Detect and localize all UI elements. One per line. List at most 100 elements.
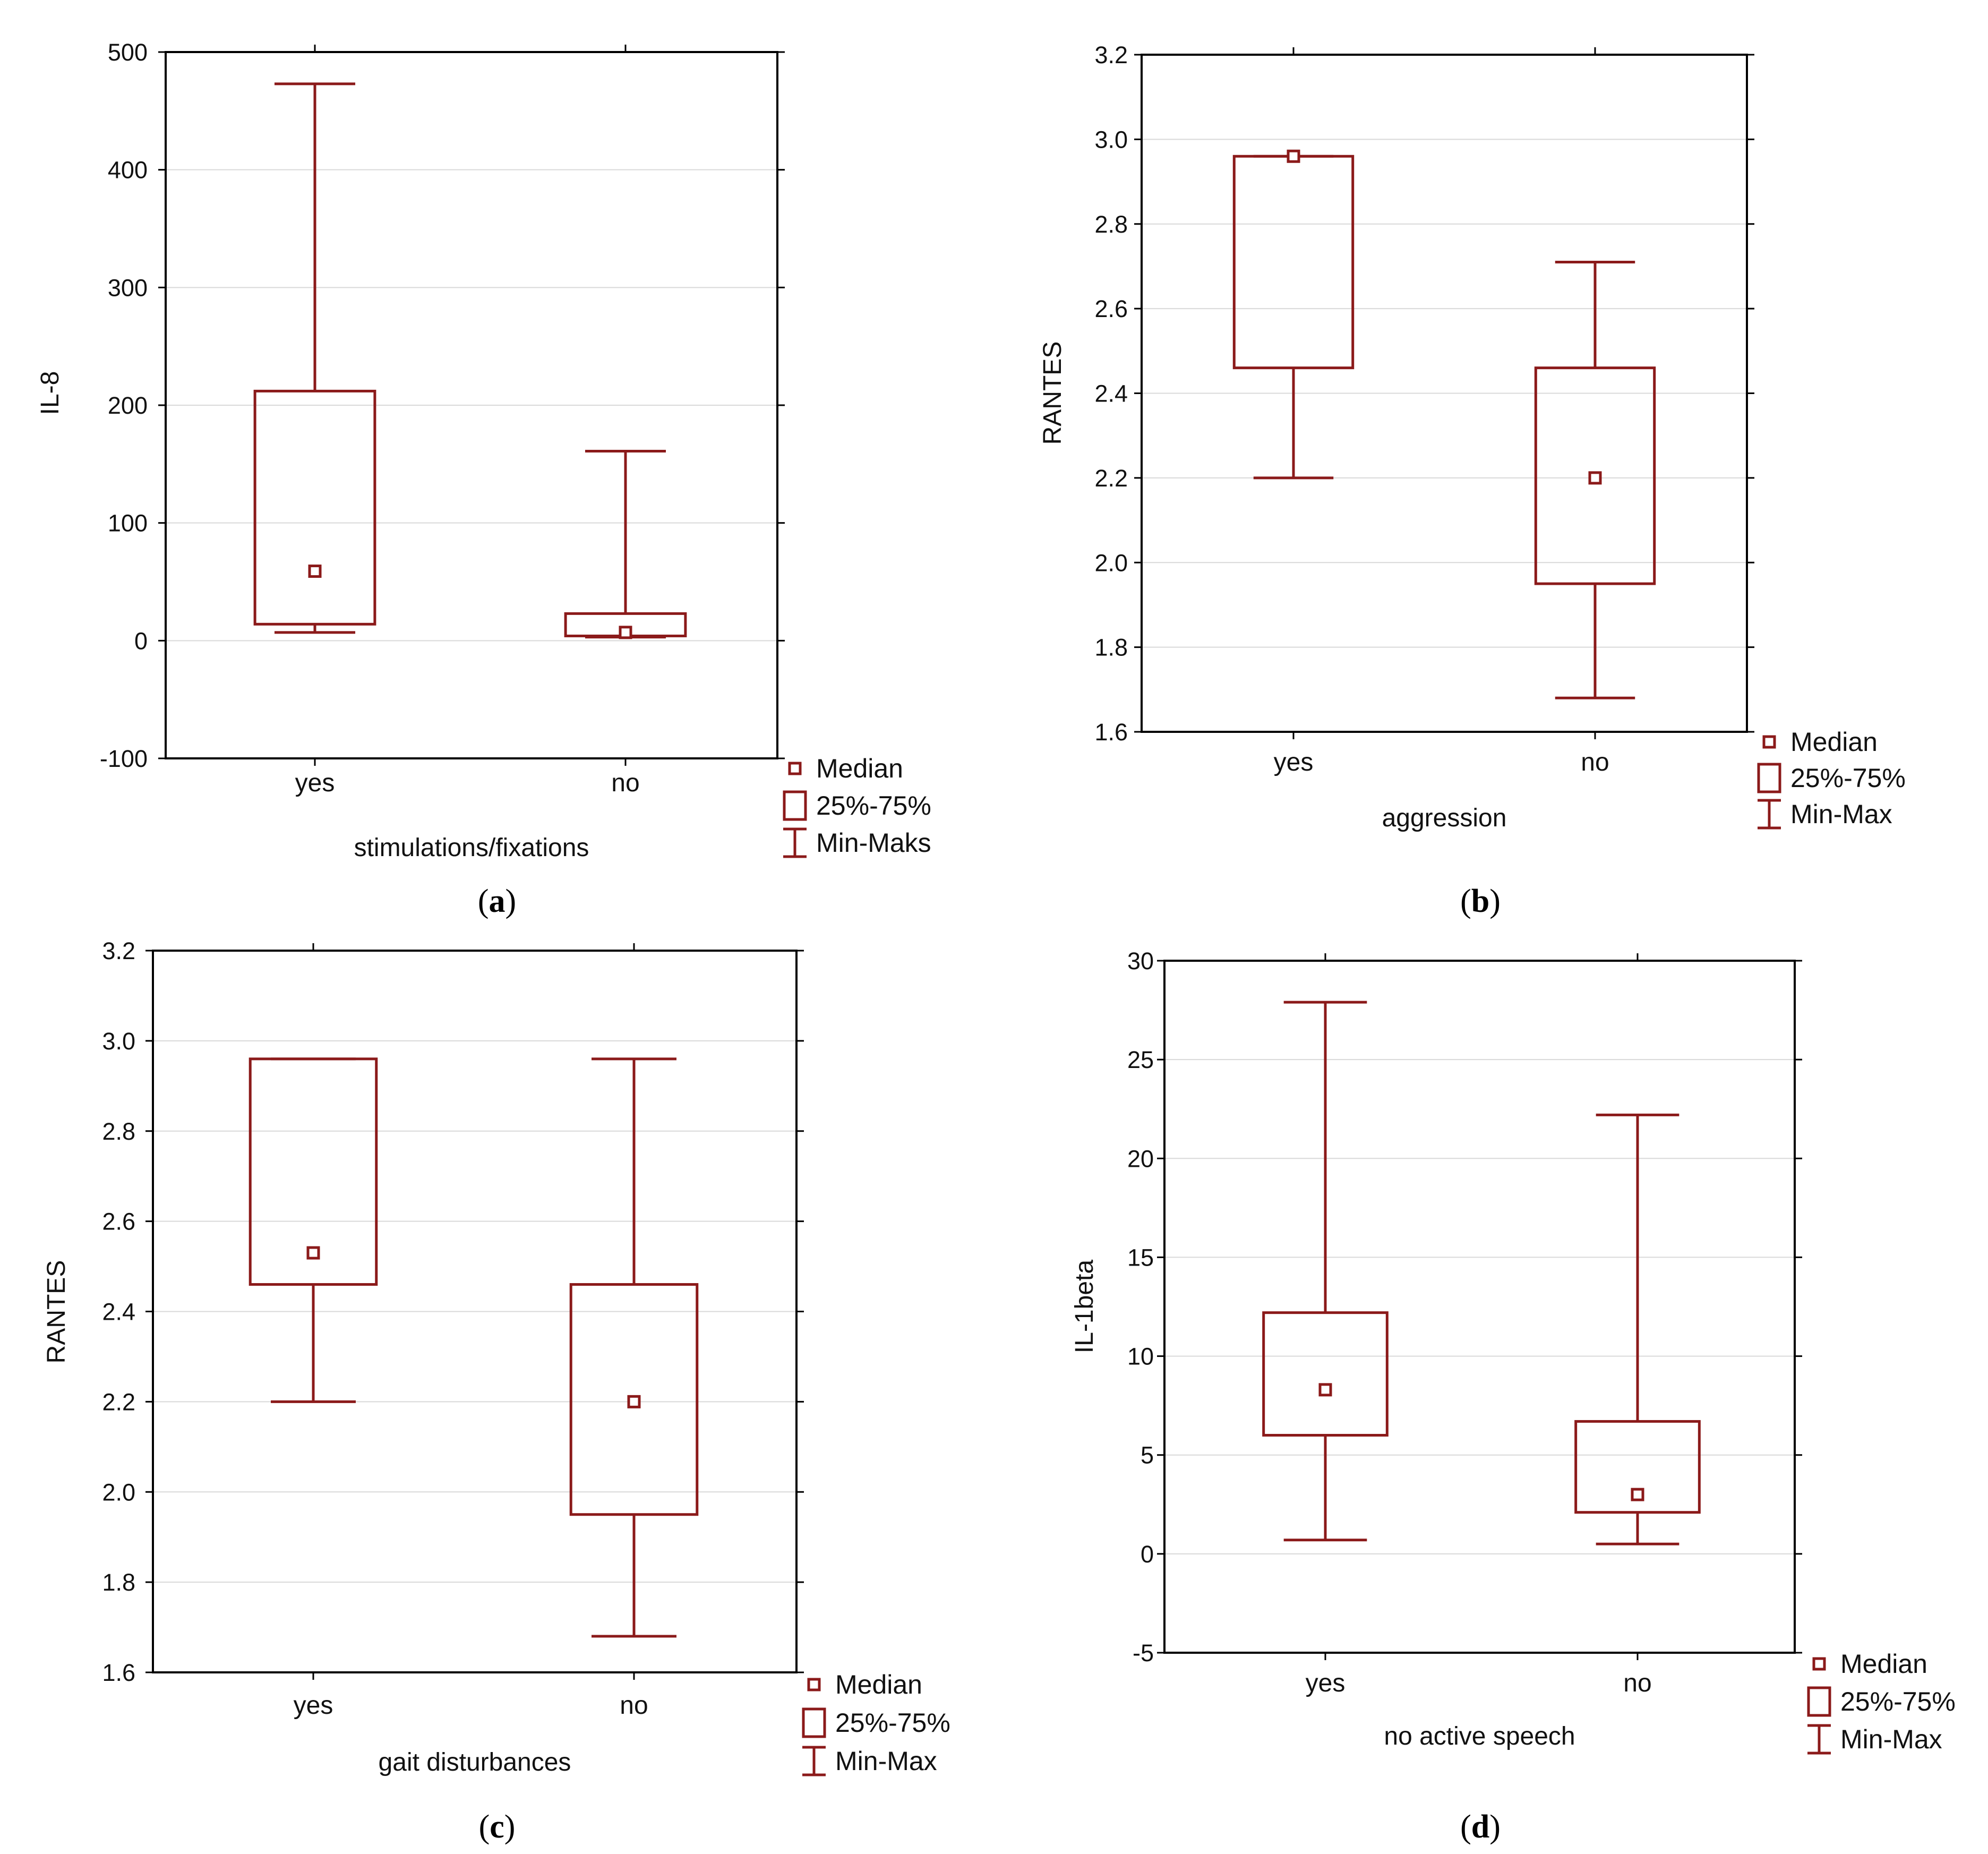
- y-tick-label: 3.0: [102, 1028, 135, 1055]
- y-tick-label: 3.2: [102, 937, 135, 964]
- legend-median-label: Median: [1840, 1649, 1927, 1679]
- plot-frame: [1163, 960, 1796, 1654]
- y-tick-label: 2.4: [1094, 380, 1128, 407]
- y-tick-label: 2.8: [102, 1118, 135, 1145]
- x-category-label: yes: [1306, 1669, 1346, 1697]
- panel-caption-letter: b: [1471, 883, 1489, 919]
- y-tick-label: 1.8: [1094, 634, 1128, 661]
- y-tick-label: 30: [1127, 947, 1154, 975]
- y-axis-label: IL-1beta: [1070, 1260, 1099, 1353]
- iqr-box: [1574, 1420, 1701, 1514]
- panel-b: 1.6 1.8 2.0 2.2 2.4 2.6 2.8 3.0 3.2 yes no RANTES ag…: [1039, 41, 1906, 919]
- y-tick-label: 25: [1127, 1046, 1154, 1073]
- legend-box-swatch: [783, 790, 807, 821]
- box-no: [1534, 260, 1656, 699]
- y-tick-label: 200: [108, 392, 148, 419]
- y-axis-label: RANTES: [42, 1260, 71, 1364]
- iqr-box: [1534, 366, 1656, 585]
- legend: Median 25%-75% Min-Max: [1757, 727, 1906, 830]
- legend-median-swatch: [1812, 1657, 1826, 1671]
- y-tick-label: 2.8: [1094, 211, 1128, 238]
- panel-caption: (d): [1460, 1809, 1501, 1845]
- legend-range-label: Min-Max: [835, 1746, 937, 1776]
- y-tick-label: 2.6: [1094, 295, 1128, 322]
- plot-frame: [1141, 54, 1748, 733]
- median-marker: [1631, 1488, 1644, 1501]
- y-tick-label: 2.2: [1094, 465, 1128, 492]
- x-category-label: no: [611, 769, 639, 797]
- iqr-box: [253, 389, 376, 626]
- x-axis-label: stimulations/fixations: [354, 834, 589, 862]
- y-tick-label: 100: [108, 510, 148, 537]
- legend: Median 25%-75% Min-Maks: [783, 754, 931, 858]
- box-no: [564, 449, 687, 639]
- iqr-box: [248, 1057, 378, 1286]
- median-marker: [308, 565, 322, 578]
- y-tick-label: 1.8: [102, 1569, 135, 1596]
- legend: Median 25%-75% Min-Max: [802, 1670, 950, 1776]
- y-tick-label: 500: [108, 39, 148, 66]
- panel-caption-letter: a: [489, 883, 505, 919]
- y-tick-label: 2.0: [1094, 549, 1128, 576]
- legend-median-label: Median: [1790, 727, 1878, 757]
- plot-frame: [165, 51, 778, 759]
- x-category-label: no: [1623, 1669, 1651, 1697]
- median-marker: [619, 626, 632, 639]
- median-marker: [1287, 149, 1300, 163]
- median-marker: [627, 1395, 641, 1408]
- y-tick-label: 15: [1127, 1244, 1154, 1271]
- y-tick-label: 3.2: [1094, 41, 1128, 69]
- legend-median-swatch: [807, 1678, 821, 1691]
- y-tick-label: -5: [1133, 1639, 1154, 1667]
- y-tick-label: 2.2: [102, 1388, 135, 1415]
- legend-box-label: 25%-75%: [1840, 1687, 1956, 1716]
- panel-d: -5 0 5 10 15 20 25 30 yes no IL-1beta no active spe…: [1070, 947, 1956, 1845]
- iqr-box: [569, 1283, 699, 1516]
- y-tick-label: 1.6: [102, 1659, 135, 1686]
- panel-a: -100 0 100 200 300 400 500 yes no IL-8 stimulation…: [36, 39, 931, 919]
- median-marker: [1588, 471, 1602, 485]
- panel-caption: (a): [478, 883, 516, 919]
- y-tick-label: 2.0: [102, 1479, 135, 1506]
- iqr-box: [1232, 155, 1355, 370]
- y-tick-label: 10: [1127, 1343, 1154, 1370]
- legend-box-label: 25%-75%: [835, 1708, 950, 1738]
- box-yes: [1262, 1001, 1389, 1542]
- box-no: [569, 1057, 699, 1638]
- legend-median-label: Median: [816, 754, 903, 783]
- x-axis-label: no active speech: [1384, 1722, 1575, 1750]
- y-tick-label: 5: [1141, 1442, 1154, 1469]
- y-tick-label: 0: [1141, 1541, 1154, 1568]
- x-category-label: no: [620, 1691, 648, 1720]
- x-category-label: yes: [295, 769, 335, 797]
- y-axis-label: RANTES: [1039, 341, 1067, 445]
- box-yes: [1232, 149, 1355, 480]
- iqr-box: [1262, 1311, 1389, 1437]
- legend-median-swatch: [788, 762, 802, 775]
- y-axis-label: IL-8: [36, 371, 64, 415]
- legend-range-label: Min-Max: [1790, 799, 1892, 829]
- panel-caption-letter: c: [490, 1809, 504, 1845]
- plot-frame: [152, 950, 798, 1673]
- legend-range-label: Min-Maks: [816, 828, 931, 858]
- box-yes: [253, 82, 376, 634]
- box-no: [1574, 1113, 1701, 1545]
- legend-median-label: Median: [835, 1670, 922, 1699]
- box-yes: [248, 1057, 378, 1403]
- y-tick-label: 2.6: [102, 1208, 135, 1235]
- y-tick-label: 0: [134, 627, 148, 654]
- y-tick-label: 3.0: [1094, 126, 1128, 153]
- y-tick-label: -100: [100, 745, 148, 772]
- legend-range-label: Min-Max: [1840, 1724, 1942, 1754]
- x-axis-label: gait disturbances: [379, 1748, 571, 1776]
- panel-caption: (b): [1460, 883, 1501, 919]
- x-category-label: no: [1581, 748, 1609, 776]
- legend-box-label: 25%-75%: [816, 791, 931, 821]
- legend-box-label: 25%-75%: [1790, 763, 1906, 793]
- median-marker: [1318, 1383, 1332, 1397]
- x-category-label: yes: [294, 1691, 333, 1720]
- median-marker: [306, 1246, 320, 1260]
- panel-c: 1.6 1.8 2.0 2.2 2.4 2.6 2.8 3.0 3.2 yes no RANTES ga…: [42, 937, 950, 1845]
- y-tick-label: 300: [108, 274, 148, 301]
